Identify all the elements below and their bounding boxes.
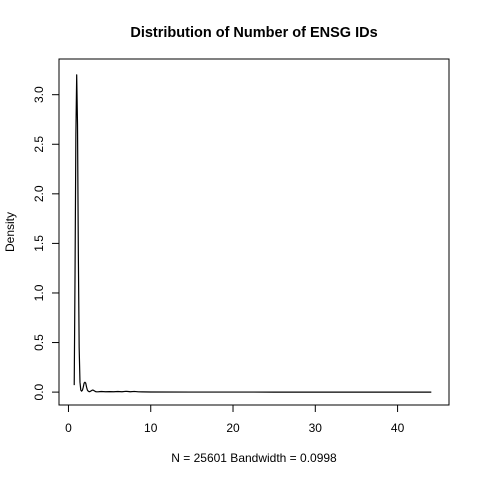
y-tick-label: 1.0 (32, 284, 46, 301)
x-axis-title: N = 25601 Bandwidth = 0.0998 (171, 451, 337, 465)
density-line (73, 74, 432, 393)
x-tick-label: 10 (144, 421, 158, 435)
y-tick-label: 0.0 (32, 383, 46, 400)
series-group (73, 74, 432, 393)
x-tick-label: 20 (226, 421, 240, 435)
y-axis: 0.0 0.5 1.0 1.5 2.0 2.5 3.0 (32, 86, 60, 400)
y-tick-label: 1.5 (32, 235, 46, 252)
chart-title: Distribution of Number of ENSG IDs (130, 25, 377, 41)
x-axis: 0 10 20 30 40 (65, 404, 405, 435)
y-tick-label: 2.5 (32, 136, 46, 153)
y-axis-title: Density (3, 212, 17, 252)
y-tick-label: 0.5 (32, 334, 46, 351)
plot-frame (58, 58, 450, 406)
x-tick-label: 40 (391, 421, 405, 435)
y-tick-label: 2.0 (32, 185, 46, 202)
y-tick-label: 3.0 (32, 86, 46, 103)
x-tick-label: 0 (65, 421, 72, 435)
x-tick-label: 30 (309, 421, 323, 435)
